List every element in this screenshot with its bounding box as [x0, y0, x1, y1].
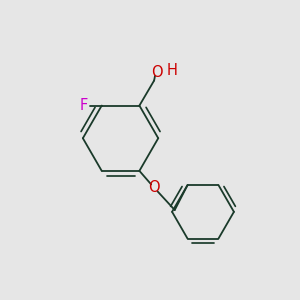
Text: O: O [148, 180, 160, 195]
Text: F: F [80, 98, 88, 113]
Text: H: H [167, 63, 177, 78]
Text: O: O [151, 65, 162, 80]
